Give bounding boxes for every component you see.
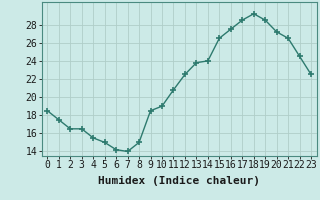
X-axis label: Humidex (Indice chaleur): Humidex (Indice chaleur) <box>98 176 260 186</box>
